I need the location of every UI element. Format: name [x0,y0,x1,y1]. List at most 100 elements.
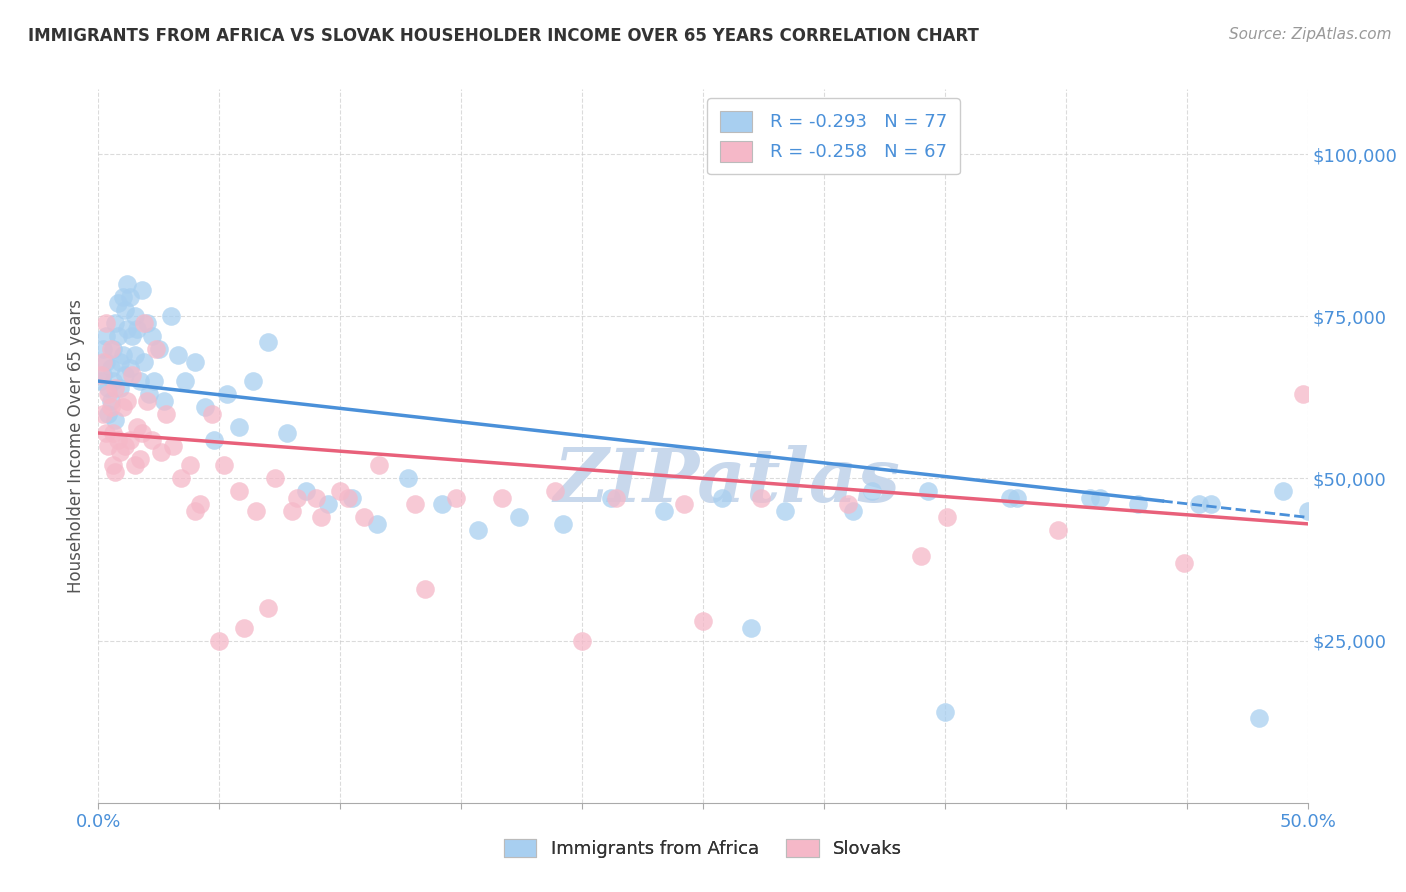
Point [127,419,149,434]
Point [353,510,375,524]
Point [114,439,136,453]
Point [179,458,201,473]
Point [467,524,489,538]
Text: ZIPatlas: ZIPatlas [554,445,901,518]
Point [91,354,114,368]
Point [305,491,328,505]
Point [413,582,436,596]
Point [491,491,513,505]
Point [600,491,623,505]
Point [1199,497,1222,511]
Point [740,621,762,635]
Point [100,400,122,414]
Point [169,471,191,485]
Point [1272,484,1295,499]
Point [131,283,153,297]
Point [145,342,167,356]
Point [101,458,124,473]
Point [285,491,308,505]
Legend: Immigrants from Africa, Slovaks: Immigrants from Africa, Slovaks [496,831,910,865]
Point [404,497,426,511]
Point [90,368,112,382]
Point [127,322,149,336]
Point [256,335,278,350]
Point [544,484,567,499]
Point [194,400,217,414]
Point [108,445,131,459]
Point [366,516,388,531]
Point [430,497,453,511]
Point [184,504,207,518]
Text: Source: ZipAtlas.com: Source: ZipAtlas.com [1229,27,1392,42]
Point [162,439,184,453]
Point [118,290,141,304]
Point [692,614,714,628]
Point [860,484,883,499]
Point [917,484,939,499]
Point [773,504,796,518]
Point [232,621,254,635]
Point [749,491,772,505]
Point [188,497,211,511]
Point [121,368,143,382]
Point [104,413,127,427]
Point [114,368,136,382]
Point [111,290,134,304]
Point [100,393,122,408]
Point [174,374,197,388]
Point [551,516,574,531]
Point [1047,524,1070,538]
Point [934,705,956,719]
Point [184,354,207,368]
Point [141,328,163,343]
Point [1007,491,1029,505]
Point [605,491,627,505]
Point [114,302,136,317]
Point [97,381,120,395]
Point [204,433,226,447]
Point [316,497,339,511]
Point [212,458,235,473]
Point [117,322,139,336]
Point [134,354,156,368]
Point [138,387,160,401]
Point [201,407,224,421]
Point [107,328,129,343]
Point [94,354,117,368]
Point [118,361,141,376]
Point [128,452,150,467]
Point [329,484,352,499]
Point [91,407,114,421]
Point [228,419,250,434]
Point [117,277,139,291]
Point [167,348,190,362]
Y-axis label: Householder Income Over 65 years: Householder Income Over 65 years [66,299,84,593]
Point [936,510,959,524]
Point [242,374,264,388]
Point [94,328,117,343]
Point [143,374,166,388]
Point [91,342,114,356]
Point [309,510,332,524]
Point [131,425,153,440]
Point [150,445,173,459]
Point [90,374,112,388]
Point [256,601,278,615]
Point [97,387,120,401]
Point [148,342,170,356]
Point [842,504,865,518]
Point [1128,497,1150,511]
Point [295,484,318,499]
Point [97,439,120,453]
Text: IMMIGRANTS FROM AFRICA VS SLOVAK HOUSEHOLDER INCOME OVER 65 YEARS CORRELATION CH: IMMIGRANTS FROM AFRICA VS SLOVAK HOUSEHO… [28,27,979,45]
Point [215,387,238,401]
Point [837,497,859,511]
Point [124,310,146,324]
Point [124,348,146,362]
Point [141,433,163,447]
Point [135,316,157,330]
Point [100,361,122,376]
Point [104,465,127,479]
Point [208,633,231,648]
Point [508,510,530,524]
